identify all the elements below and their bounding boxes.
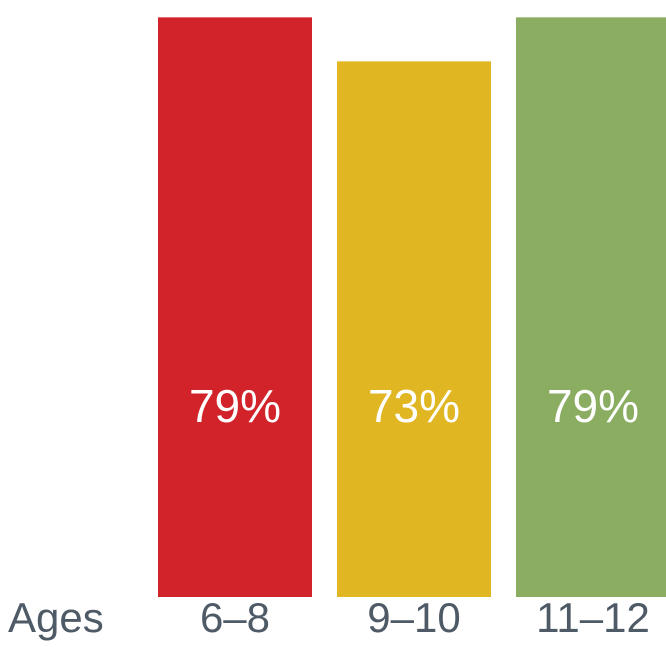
x-axis-prefix-label: Ages: [8, 594, 104, 641]
bar-9–10: [337, 61, 491, 597]
x-tick-label: 6–8: [200, 594, 270, 641]
bar-11–12: [516, 17, 666, 597]
x-tick-label: 11–12: [536, 594, 650, 641]
bar-6–8: [158, 17, 312, 597]
bar-value-label: 79%: [189, 380, 281, 432]
bar-value-label: 79%: [547, 380, 639, 432]
bars-group: [158, 17, 666, 597]
x-tick-label: 9–10: [367, 594, 460, 641]
value-labels-group: 79% 73% 79%: [189, 380, 639, 432]
x-tick-labels-group: 6–8 9–10 11–12: [200, 594, 650, 641]
bar-value-label: 73%: [368, 380, 460, 432]
